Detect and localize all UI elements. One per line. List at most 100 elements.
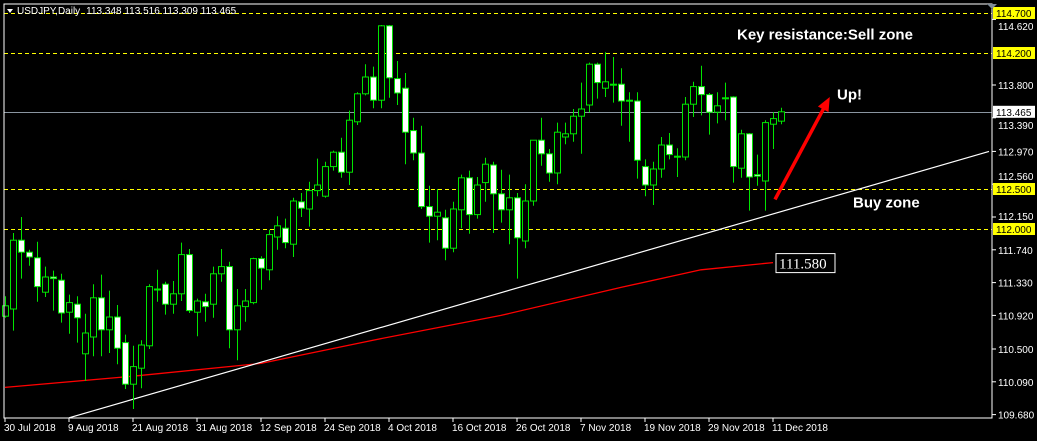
candle — [746, 133, 753, 211]
candle — [130, 345, 137, 409]
candle-body — [434, 211, 441, 217]
candle — [530, 139, 537, 206]
candle — [634, 92, 641, 179]
candle-body — [250, 258, 257, 304]
candle-body — [138, 344, 145, 369]
x-tick-label: 9 Aug 2018 — [68, 423, 119, 434]
x-tick-label: 29 Nov 2018 — [708, 423, 765, 434]
candle — [210, 266, 217, 318]
candle — [770, 112, 777, 149]
candle-body — [282, 227, 289, 244]
candle — [274, 216, 281, 250]
candle-body — [74, 303, 81, 319]
candle-body — [146, 286, 153, 347]
x-tick-label: 21 Aug 2018 — [132, 423, 189, 434]
candle — [90, 284, 97, 357]
candle-body — [266, 234, 273, 271]
candle — [626, 92, 633, 142]
candle — [162, 281, 169, 315]
candle — [602, 52, 609, 97]
candle-body — [162, 283, 169, 305]
candle — [778, 107, 785, 125]
candle — [762, 120, 769, 211]
candle-body — [554, 131, 561, 174]
candle — [434, 189, 441, 241]
candle — [650, 161, 657, 205]
candle — [722, 82, 729, 121]
dropdown-triangle-icon[interactable] — [7, 9, 13, 13]
candle-body — [618, 83, 625, 102]
candle-body — [594, 63, 601, 84]
level-price-label: 112.500 — [996, 185, 1032, 196]
candle-body — [762, 122, 769, 182]
candle-body — [690, 86, 697, 105]
candle — [426, 185, 433, 243]
candle-body — [778, 111, 785, 122]
candle — [10, 233, 17, 331]
candle — [546, 149, 553, 182]
candle — [570, 109, 577, 142]
candle — [146, 284, 153, 349]
candle-body — [170, 293, 177, 305]
candle — [738, 129, 745, 178]
candle — [74, 296, 81, 343]
x-tick-label: 30 Jul 2018 — [4, 423, 56, 434]
candle-body — [378, 25, 385, 101]
candle-body — [682, 103, 689, 158]
candle — [410, 117, 417, 161]
candle — [450, 201, 457, 253]
candle-body — [746, 133, 753, 178]
candle-body — [82, 332, 89, 355]
candle — [538, 117, 545, 166]
candle-body — [562, 133, 569, 138]
candle-body — [626, 99, 633, 102]
candle-body — [338, 151, 345, 173]
candle-body — [298, 201, 305, 209]
candle-body — [314, 184, 321, 192]
candle-body — [66, 302, 73, 313]
candle-body — [26, 251, 33, 258]
candle-body — [770, 118, 777, 125]
candle — [218, 249, 225, 282]
candle — [50, 270, 57, 311]
candle-body — [226, 266, 233, 331]
candle-body — [418, 152, 425, 208]
candle — [730, 96, 737, 183]
candle — [114, 305, 121, 365]
candle — [370, 66, 377, 109]
y-tick-label: 112.560 — [998, 172, 1034, 183]
candle — [18, 217, 25, 279]
candle-body — [98, 297, 105, 331]
candle — [690, 81, 697, 117]
x-tick-label: 12 Sep 2018 — [260, 423, 317, 434]
candle-body — [506, 197, 513, 211]
y-tick-label: 109.680 — [998, 411, 1035, 422]
candle-body — [658, 144, 665, 170]
candle-body — [154, 288, 161, 291]
candle — [554, 122, 561, 185]
chart-shift-marker-icon[interactable] — [987, 4, 997, 9]
candle — [362, 64, 369, 96]
level-price-label: 114.700 — [996, 9, 1032, 20]
y-tick-label: 112.150 — [998, 212, 1034, 223]
annotation-text: Buy zone — [853, 194, 920, 211]
candle — [618, 68, 625, 126]
candle — [682, 97, 689, 161]
candle — [322, 161, 329, 198]
candle-body — [498, 193, 505, 211]
ma-value-box — [775, 253, 836, 274]
candle-body — [122, 342, 129, 385]
x-tick-label: 26 Oct 2018 — [516, 423, 571, 434]
candle-body — [642, 166, 649, 186]
candle — [242, 289, 249, 322]
candle-body — [674, 155, 681, 158]
candle-body — [34, 257, 41, 288]
candle-body — [18, 239, 25, 253]
y-tick-label: 110.920 — [998, 311, 1034, 322]
candle — [754, 154, 761, 186]
candle — [378, 25, 385, 109]
x-tick-label: 11 Dec 2018 — [772, 423, 828, 434]
candle-body — [218, 266, 225, 275]
candle-body — [178, 254, 185, 295]
